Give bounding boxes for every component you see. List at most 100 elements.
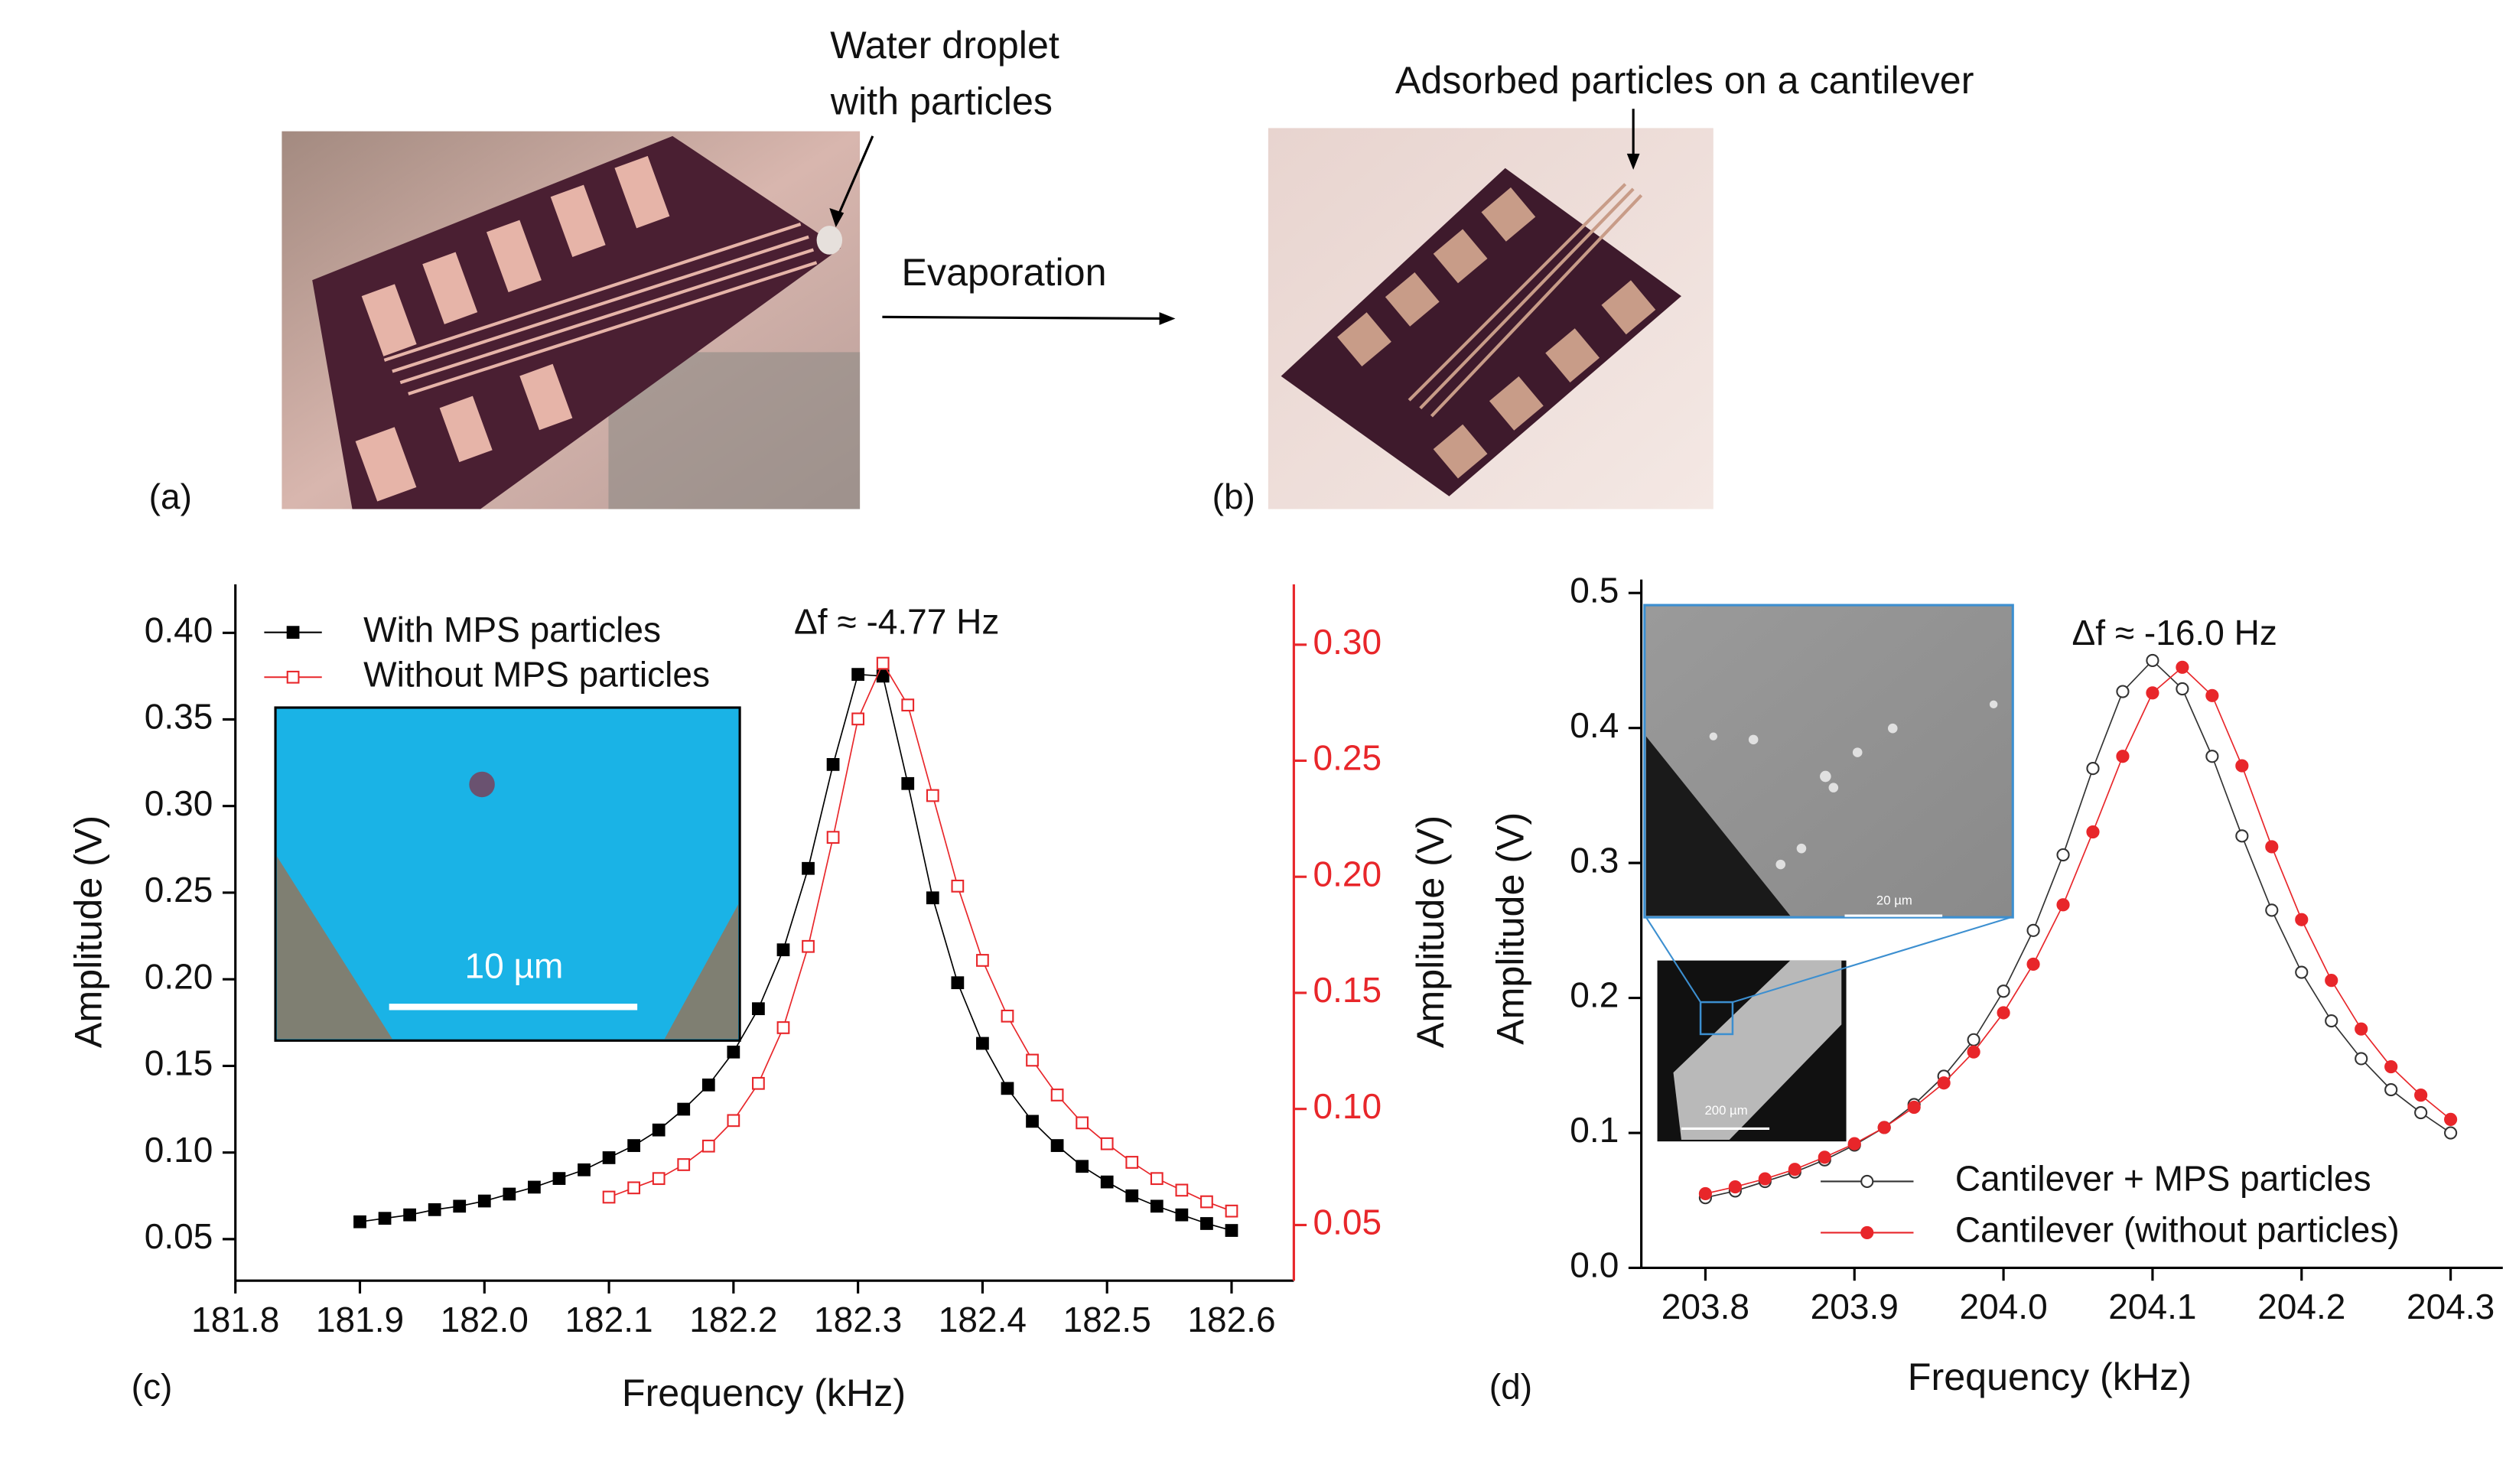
data-point: [1050, 1089, 1064, 1102]
data-point: [901, 698, 915, 712]
data-point: [1907, 1100, 1921, 1115]
y-tick-label: 0.40: [145, 610, 213, 649]
scale-label: 200 µm: [1704, 1103, 1747, 1118]
y2-tick-label: 0.05: [1313, 1202, 1382, 1242]
data-point: [976, 1037, 989, 1050]
data-point: [2414, 1089, 2428, 1102]
data-point: [701, 1078, 715, 1092]
data-point: [2086, 762, 2100, 776]
data-point: [1200, 1195, 1213, 1209]
data-point: [528, 1180, 541, 1194]
data-point: [1997, 984, 2010, 998]
data-point: [851, 668, 865, 681]
data-point: [602, 1190, 616, 1204]
data-point: [2384, 1082, 2398, 1097]
data-point: [1200, 1217, 1213, 1230]
data-point: [1225, 1204, 1238, 1218]
legend-label: Cantilever (without particles): [1955, 1210, 2400, 1250]
arrow-head: [1626, 153, 1640, 170]
x-tick-label: 182.2: [689, 1300, 777, 1339]
data-point: [552, 1172, 566, 1185]
data-point: [2235, 759, 2249, 773]
data-point: [2265, 903, 2279, 917]
data-point: [951, 879, 965, 893]
data-point: [2026, 923, 2040, 937]
data-point: [2355, 1052, 2368, 1066]
data-point: [652, 1123, 666, 1137]
y-tick-label: 0.15: [145, 1043, 213, 1083]
data-point: [802, 939, 815, 953]
data-point: [1818, 1150, 1831, 1164]
callout: with particles: [830, 80, 1053, 122]
data-point: [1937, 1076, 1951, 1090]
data-point: [2116, 685, 2130, 698]
y-tick-label: 0.30: [145, 783, 213, 823]
photo-a: [282, 131, 861, 509]
x-tick-label: 182.3: [814, 1300, 902, 1339]
data-point: [1125, 1189, 1139, 1202]
data-point: [926, 891, 939, 905]
process-arrow: [882, 315, 1166, 321]
data-point: [1698, 1186, 1712, 1201]
callout: Water droplet: [830, 24, 1059, 67]
data-point: [727, 1045, 740, 1059]
scale-label: 20 µm: [1876, 893, 1912, 908]
data-point: [1076, 1116, 1089, 1130]
data-point: [353, 1215, 366, 1229]
y-tick-label: 0.05: [145, 1216, 213, 1256]
data-point: [776, 1021, 790, 1034]
y2-tick-label: 0.15: [1313, 970, 1382, 1010]
data-point: [901, 776, 915, 790]
data-point: [1026, 1053, 1039, 1067]
legend-label: Without MPS particles: [363, 654, 710, 694]
data-point: [677, 1102, 691, 1116]
legend-marker: [1860, 1225, 1874, 1240]
data-point: [2146, 653, 2159, 668]
data-point: [428, 1202, 441, 1216]
annotation: Δf ≈ -16.0 Hz: [2072, 613, 2277, 653]
x-tick-label: 181.9: [316, 1300, 404, 1339]
data-point: [1001, 1009, 1014, 1023]
data-point: [677, 1158, 691, 1171]
y-tick-label: 0.20: [145, 956, 213, 996]
data-point: [2325, 1014, 2338, 1028]
data-point: [701, 1139, 715, 1153]
legend-marker: [1860, 1174, 1874, 1189]
data-point: [1150, 1199, 1164, 1213]
y2-axis-label: Amplitude (V): [1409, 815, 1452, 1048]
x-tick-label: 182.6: [1187, 1300, 1275, 1339]
legend-marker: [286, 626, 300, 639]
x-tick-label: 182.5: [1063, 1300, 1151, 1339]
data-point: [2355, 1022, 2368, 1036]
scale-label: 10 µm: [465, 945, 564, 985]
data-point: [627, 1139, 640, 1152]
x-tick-label: 204.2: [2257, 1287, 2345, 1326]
annotation: Δf ≈ -4.77 Hz: [794, 601, 999, 641]
data-point: [2295, 965, 2309, 979]
data-point: [2414, 1105, 2428, 1120]
data-point: [1026, 1115, 1039, 1128]
y-tick-label: 0.1: [1570, 1110, 1619, 1150]
y-axis-label: Amplitude (V): [1489, 812, 1531, 1045]
x-tick-label: 203.9: [1811, 1287, 1899, 1326]
y-tick-label: 0.25: [145, 870, 213, 910]
panel-label: (a): [149, 477, 192, 516]
data-point: [2444, 1126, 2458, 1140]
data-point: [976, 954, 989, 967]
data-point: [1175, 1208, 1189, 1222]
inset-micrograph: [274, 706, 741, 1042]
data-point: [602, 1151, 616, 1164]
panel-label: (b): [1212, 477, 1255, 516]
data-point: [926, 789, 939, 802]
data-point: [1100, 1175, 1114, 1189]
data-point: [1997, 1006, 2010, 1020]
x-tick-label: 182.0: [441, 1300, 529, 1339]
data-point: [1225, 1224, 1238, 1237]
data-point: [1125, 1156, 1139, 1169]
data-point: [2205, 750, 2219, 763]
data-point: [378, 1212, 392, 1225]
data-point: [1788, 1163, 1801, 1176]
y-tick-label: 0.3: [1570, 840, 1619, 880]
